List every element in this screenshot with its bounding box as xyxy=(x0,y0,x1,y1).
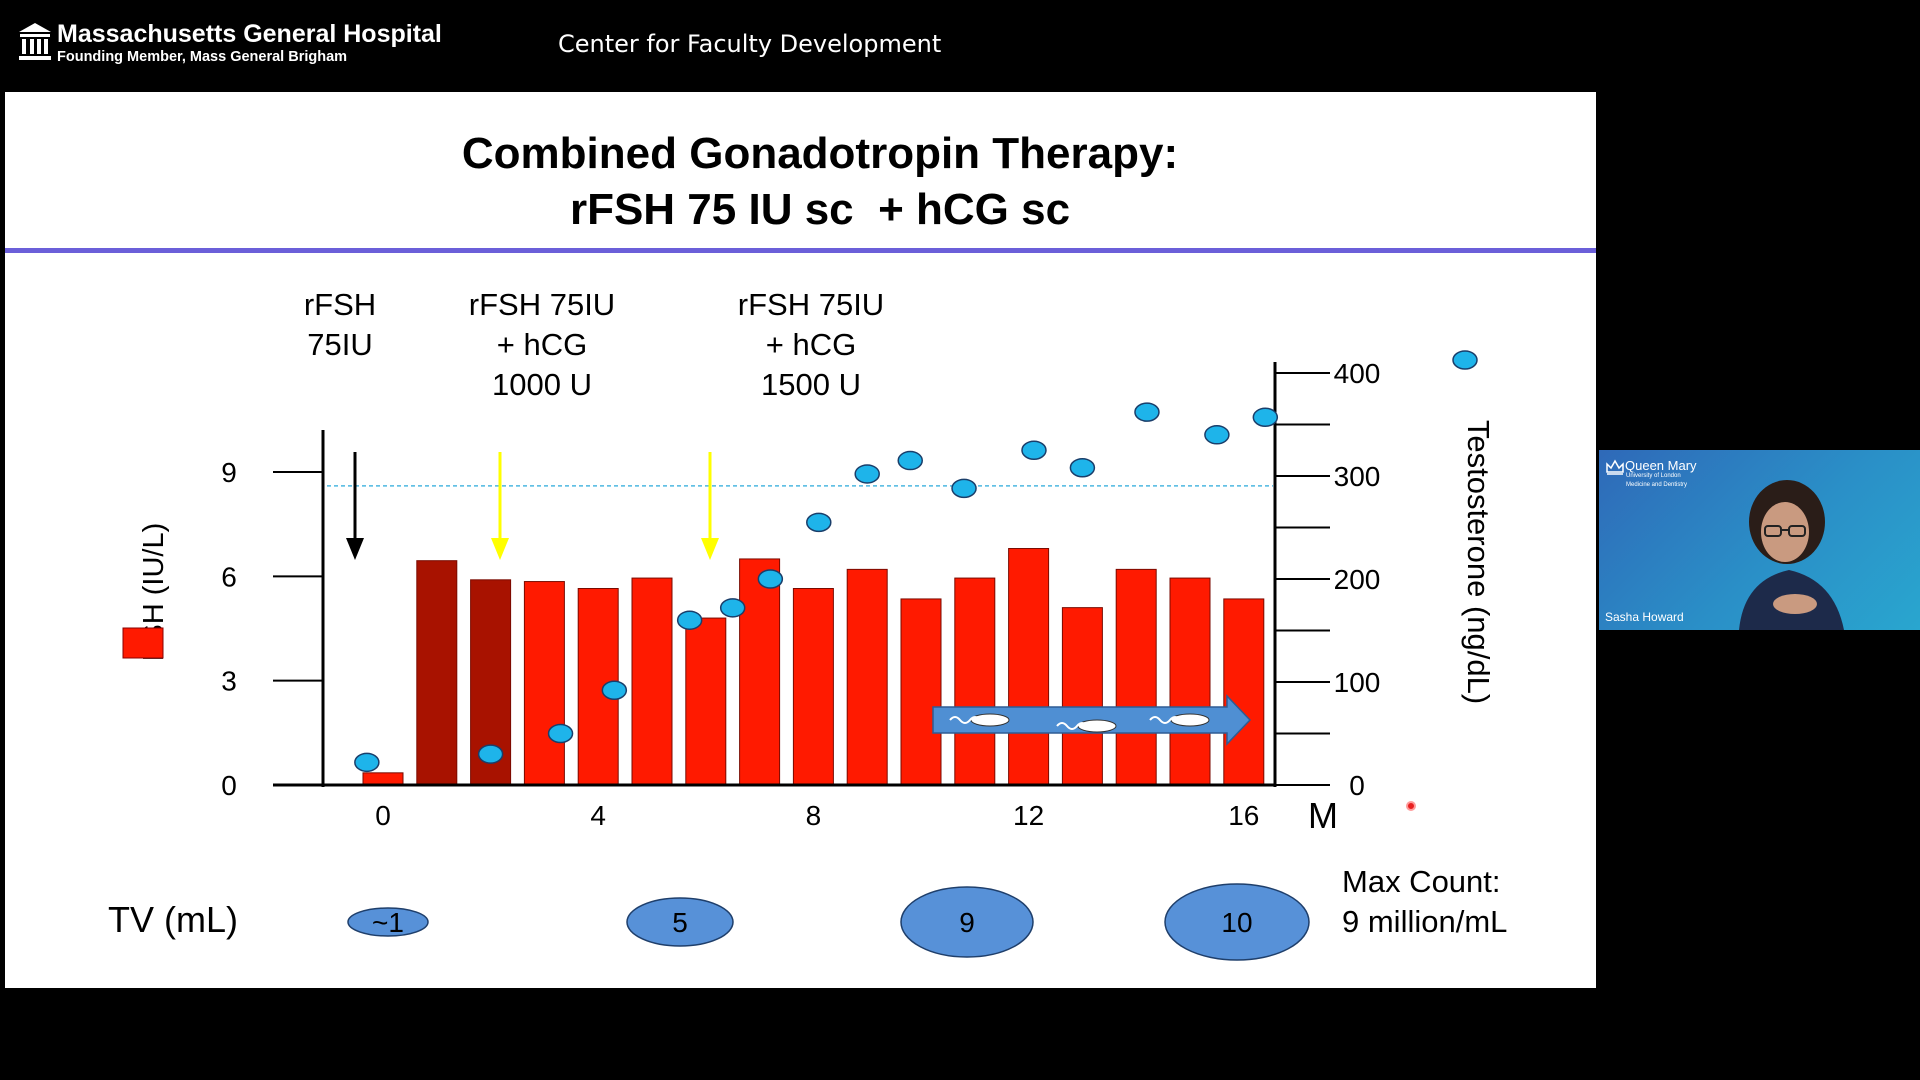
sperm-head xyxy=(1077,719,1117,733)
laser-pointer xyxy=(1406,801,1416,811)
testosterone-axis-label: Testosterone (ng/dL) xyxy=(1461,420,1496,704)
max-count-value: 9 million/mL xyxy=(1342,904,1507,939)
testosterone-tick-label: 400 xyxy=(1334,358,1381,389)
fsh-bar xyxy=(416,560,458,786)
fsh-tick-label: 6 xyxy=(221,561,237,592)
testosterone-point xyxy=(477,744,504,764)
fsh-bar xyxy=(685,617,727,786)
crown-icon xyxy=(1606,459,1624,475)
testosterone-legend-dot xyxy=(1452,350,1478,370)
testosterone-point xyxy=(601,680,628,700)
dose-annotation: rFSH 75IU xyxy=(240,285,440,365)
slide-title-line1: Combined Gonadotropin Therapy: xyxy=(461,129,1179,178)
x-tick-label: 8 xyxy=(806,800,822,831)
testosterone-tick-label: 200 xyxy=(1334,564,1381,595)
tv-value: 10 xyxy=(1221,907,1252,938)
max-count-label: Max Count: xyxy=(1342,864,1501,899)
fsh-tick-label: 0 xyxy=(221,770,237,801)
fsh-bar xyxy=(1223,598,1265,786)
slide-title-line2: rFSH 75 IU sc + hCG sc xyxy=(569,185,1071,234)
x-tick-label: 12 xyxy=(1013,800,1044,831)
dose-annotation: rFSH 75IU + hCG 1000 U xyxy=(442,285,642,405)
title-rule xyxy=(5,248,1596,253)
testosterone-point xyxy=(1021,440,1047,460)
dose-annotation-line: + hCG xyxy=(765,327,857,362)
fsh-bar xyxy=(846,568,888,786)
testosterone-point xyxy=(547,723,574,744)
fsh-bar xyxy=(1115,568,1157,786)
fsh-bar xyxy=(900,598,942,786)
x-tick-label: 0 xyxy=(375,800,391,831)
fsh-tick-label: 3 xyxy=(221,666,237,697)
hospital-building-icon xyxy=(19,23,51,60)
fsh-bar xyxy=(362,772,404,786)
fsh-bar xyxy=(631,577,673,786)
sperm-head xyxy=(1170,713,1210,727)
tv-label: TV (mL) xyxy=(108,899,238,940)
testosterone-point xyxy=(854,464,880,484)
testosterone-point xyxy=(1134,402,1160,422)
testosterone-point xyxy=(354,752,380,773)
dose-annotation-line: rFSH 75IU xyxy=(737,287,885,322)
testosterone-point xyxy=(719,598,746,618)
dose-annotation-line: + hCG xyxy=(496,327,588,362)
fsh-tick-label: 9 xyxy=(221,457,237,488)
testosterone-point xyxy=(951,478,977,499)
participant-name: Sasha Howard xyxy=(1605,610,1684,624)
x-tick-label: 16 xyxy=(1228,800,1259,831)
testosterone-point xyxy=(1069,458,1096,478)
dose-annotation-line: rFSH xyxy=(303,287,377,322)
sperm-tail xyxy=(949,716,981,724)
x-unit-label: M xyxy=(1308,795,1338,836)
tv-ellipse xyxy=(626,897,734,947)
tv-value: 5 xyxy=(672,907,688,938)
tv-ellipse xyxy=(900,886,1034,958)
testosterone-tick-label: 0 xyxy=(1349,770,1365,801)
testosterone-point xyxy=(1204,425,1230,445)
dose-annotation-line: 1000 U xyxy=(492,367,592,402)
dose-arrow-head xyxy=(701,538,719,560)
sperm-head xyxy=(970,713,1010,727)
org-name: Queen Mary xyxy=(1625,458,1697,473)
presentation-slide: Combined Gonadotropin Therapy: rFSH 75 I… xyxy=(5,92,1596,988)
testosterone-point xyxy=(676,610,703,630)
testosterone-tick-label: 100 xyxy=(1334,667,1381,698)
testosterone-point xyxy=(806,512,832,533)
fsh-bar xyxy=(1008,548,1050,786)
hospital-subtitle: Founding Member, Mass General Brigham xyxy=(57,49,348,65)
tv-ellipse xyxy=(1164,883,1310,961)
dose-annotation: rFSH 75IU + hCG 1500 U xyxy=(711,285,911,405)
tv-value: 9 xyxy=(959,907,975,938)
fsh-bar xyxy=(792,588,834,786)
org-subtitle-2: Medicine and Dentistry xyxy=(1626,482,1688,488)
participant-video xyxy=(1739,480,1844,630)
dose-annotation-line: 75IU xyxy=(307,327,373,362)
fsh-bar xyxy=(739,558,781,786)
org-subtitle-1: University of London xyxy=(1626,473,1681,479)
participant-video-tile[interactable]: Queen Mary University of London Medicine… xyxy=(1599,450,1920,630)
testosterone-tick-label: 300 xyxy=(1334,461,1381,492)
dose-arrow-head xyxy=(491,538,509,560)
center-title: Center for Faculty Development xyxy=(558,30,942,58)
dose-annotation-line: 1500 U xyxy=(761,367,861,402)
testosterone-point xyxy=(1252,407,1279,428)
fsh-bar xyxy=(523,581,565,786)
tv-ellipse xyxy=(347,907,429,937)
testosterone-point xyxy=(757,569,784,589)
tv-value: ~1 xyxy=(372,907,404,938)
testosterone-point xyxy=(897,450,923,471)
fsh-bar xyxy=(954,577,996,786)
top-bar: Massachusetts General Hospital Founding … xyxy=(0,0,1920,92)
fsh-legend-swatch xyxy=(122,627,164,659)
fsh-bar xyxy=(1169,577,1211,786)
slide-title: Combined Gonadotropin Therapy: rFSH 75 I… xyxy=(5,126,1596,238)
hospital-name: Massachusetts General Hospital xyxy=(57,20,442,48)
sperm-tail xyxy=(1149,716,1181,724)
fsh-bar xyxy=(1061,607,1103,786)
dose-arrow-head xyxy=(346,538,364,560)
x-tick-label: 4 xyxy=(590,800,606,831)
dose-annotation-line: rFSH 75IU xyxy=(468,287,616,322)
sperm-tail xyxy=(1056,722,1088,730)
